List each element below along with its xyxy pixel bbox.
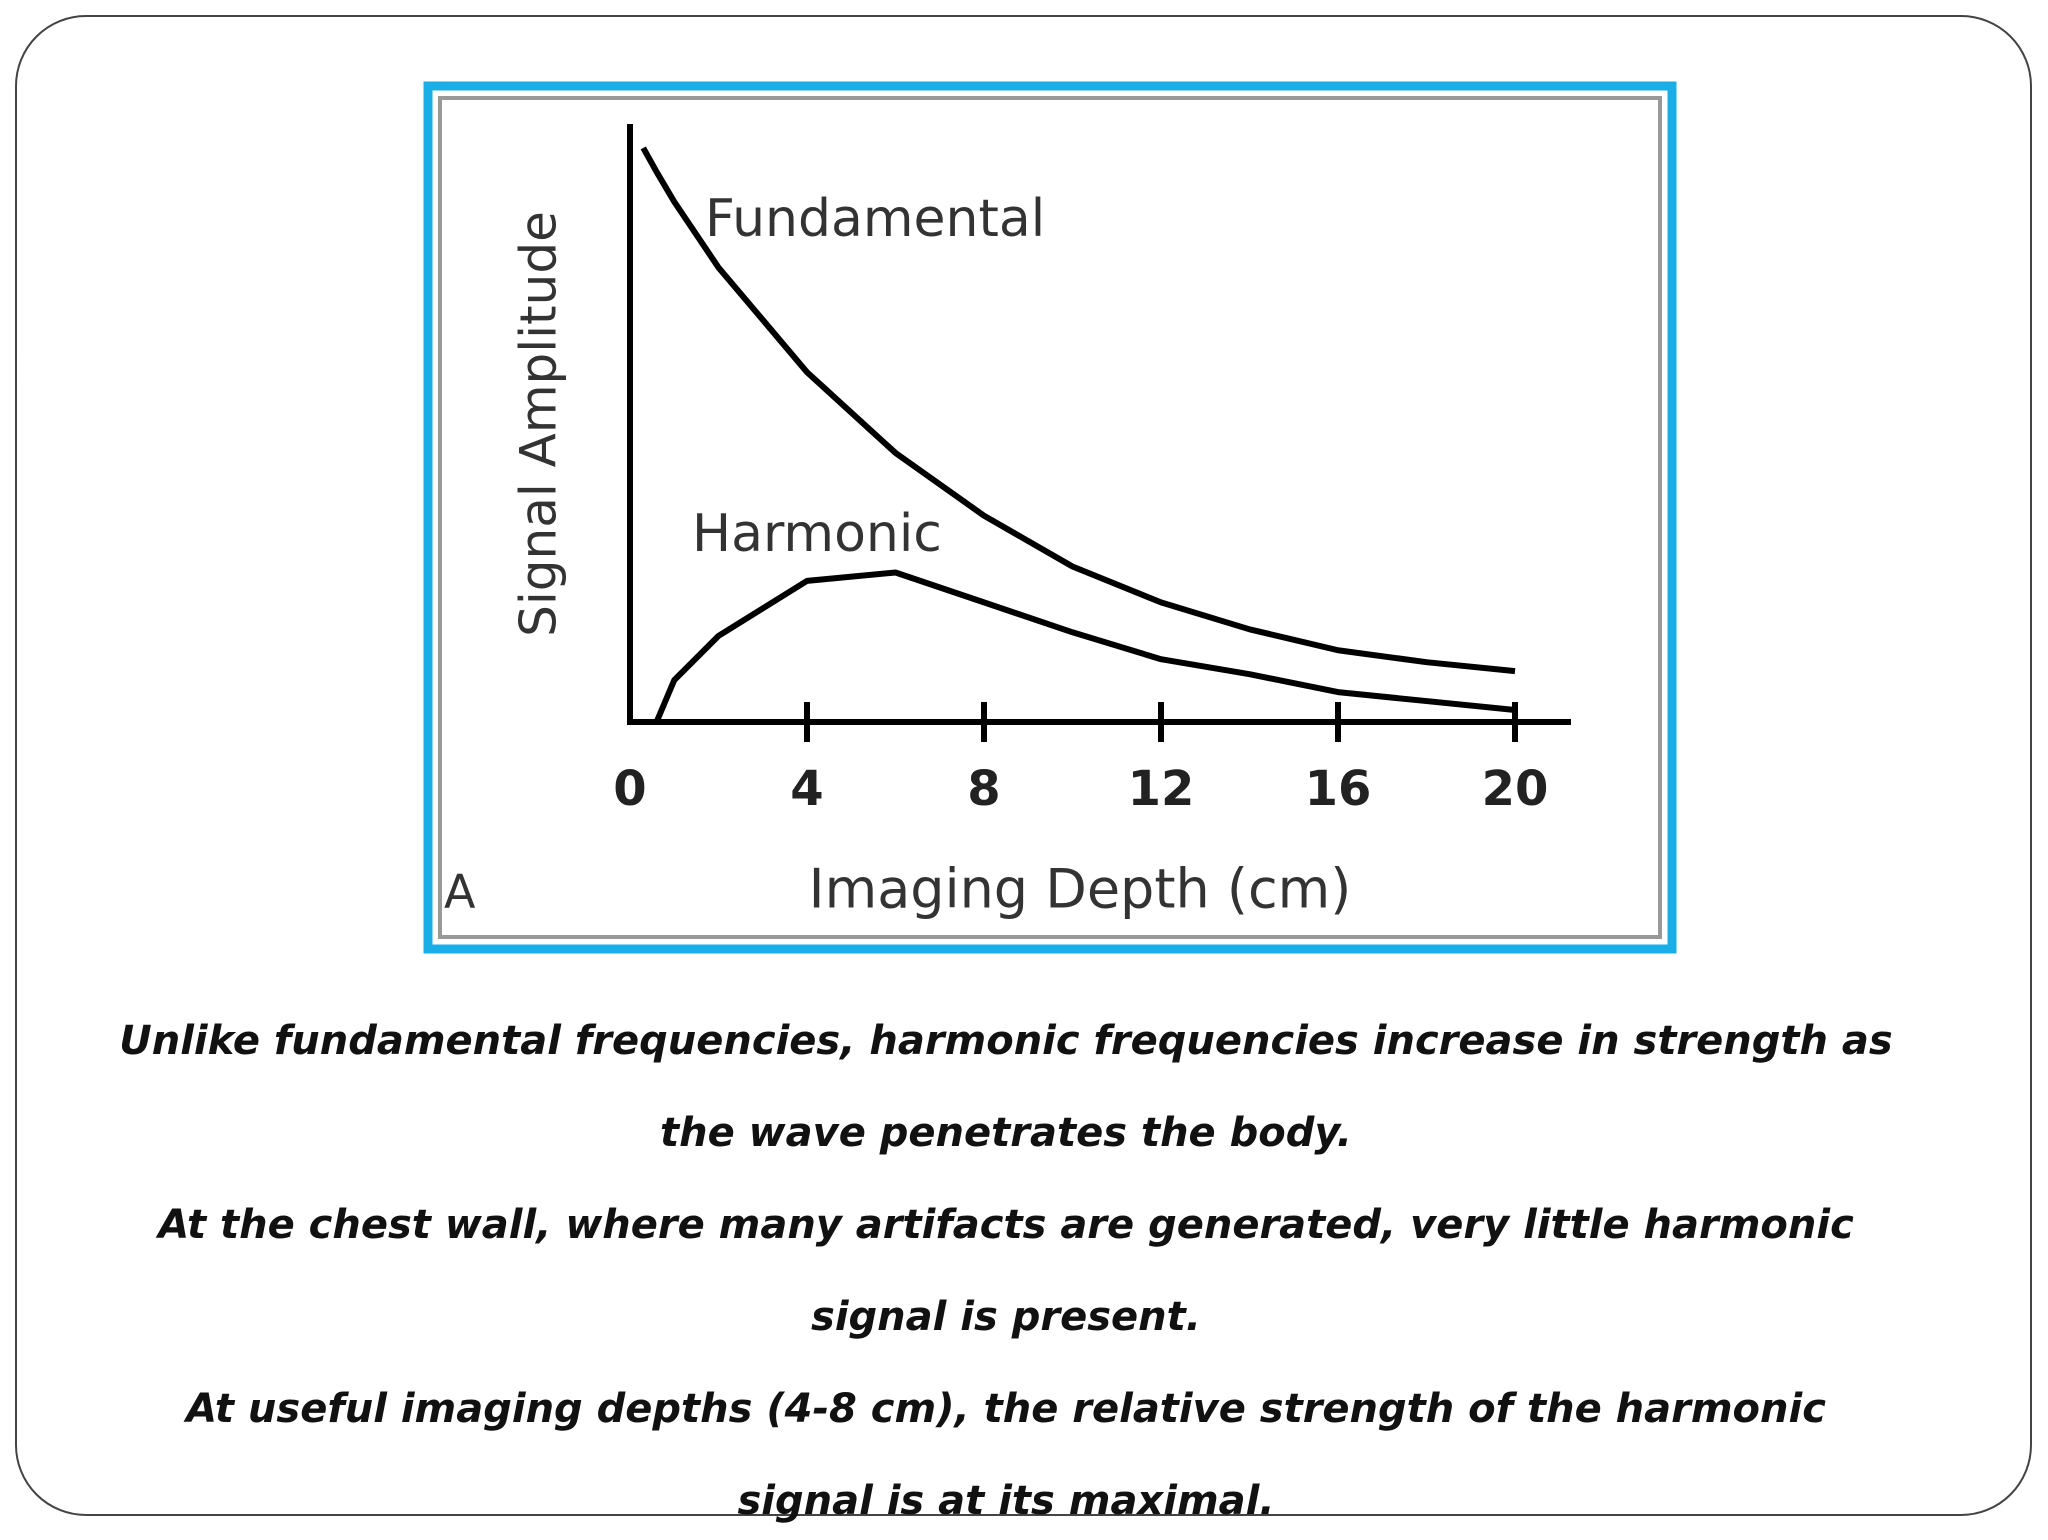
x-tick-label: 20 — [1482, 761, 1549, 817]
series-line — [640, 146, 1516, 675]
chart: Signal Amplitude Imaging Depth (cm) A 0 4… — [444, 124, 1571, 921]
x-axis-title: Imaging Depth (cm) — [809, 858, 1352, 921]
body-line: At the chest wall, where many artifacts … — [155, 1202, 1854, 1248]
body-line: signal is at its maximal. — [737, 1478, 1274, 1524]
figure-frame — [423, 81, 1677, 954]
x-tick-label: 12 — [1128, 761, 1195, 817]
x-tick-label: 8 — [967, 761, 1000, 817]
series-label: Fundamental — [705, 189, 1045, 249]
series-label: Harmonic — [692, 504, 942, 564]
body-line: the wave penetrates the body. — [660, 1110, 1352, 1156]
x-tick-label: 0 — [613, 761, 646, 817]
body-line: At useful imaging depths (4-8 cm), the r… — [183, 1386, 1826, 1432]
body-line: Unlike fundamental frequencies, harmonic… — [119, 1018, 1892, 1064]
body-text: Unlike fundamental frequencies, harmonic… — [119, 1018, 1892, 1524]
panel-label: A — [444, 865, 476, 919]
y-axis-title: Signal Amplitude — [510, 211, 568, 637]
x-tick-label: 16 — [1305, 761, 1372, 817]
x-tick-label: 4 — [790, 761, 823, 817]
figure-inner-frame — [438, 96, 1662, 939]
series-line — [653, 569, 1516, 724]
body-line: signal is present. — [811, 1294, 1201, 1340]
